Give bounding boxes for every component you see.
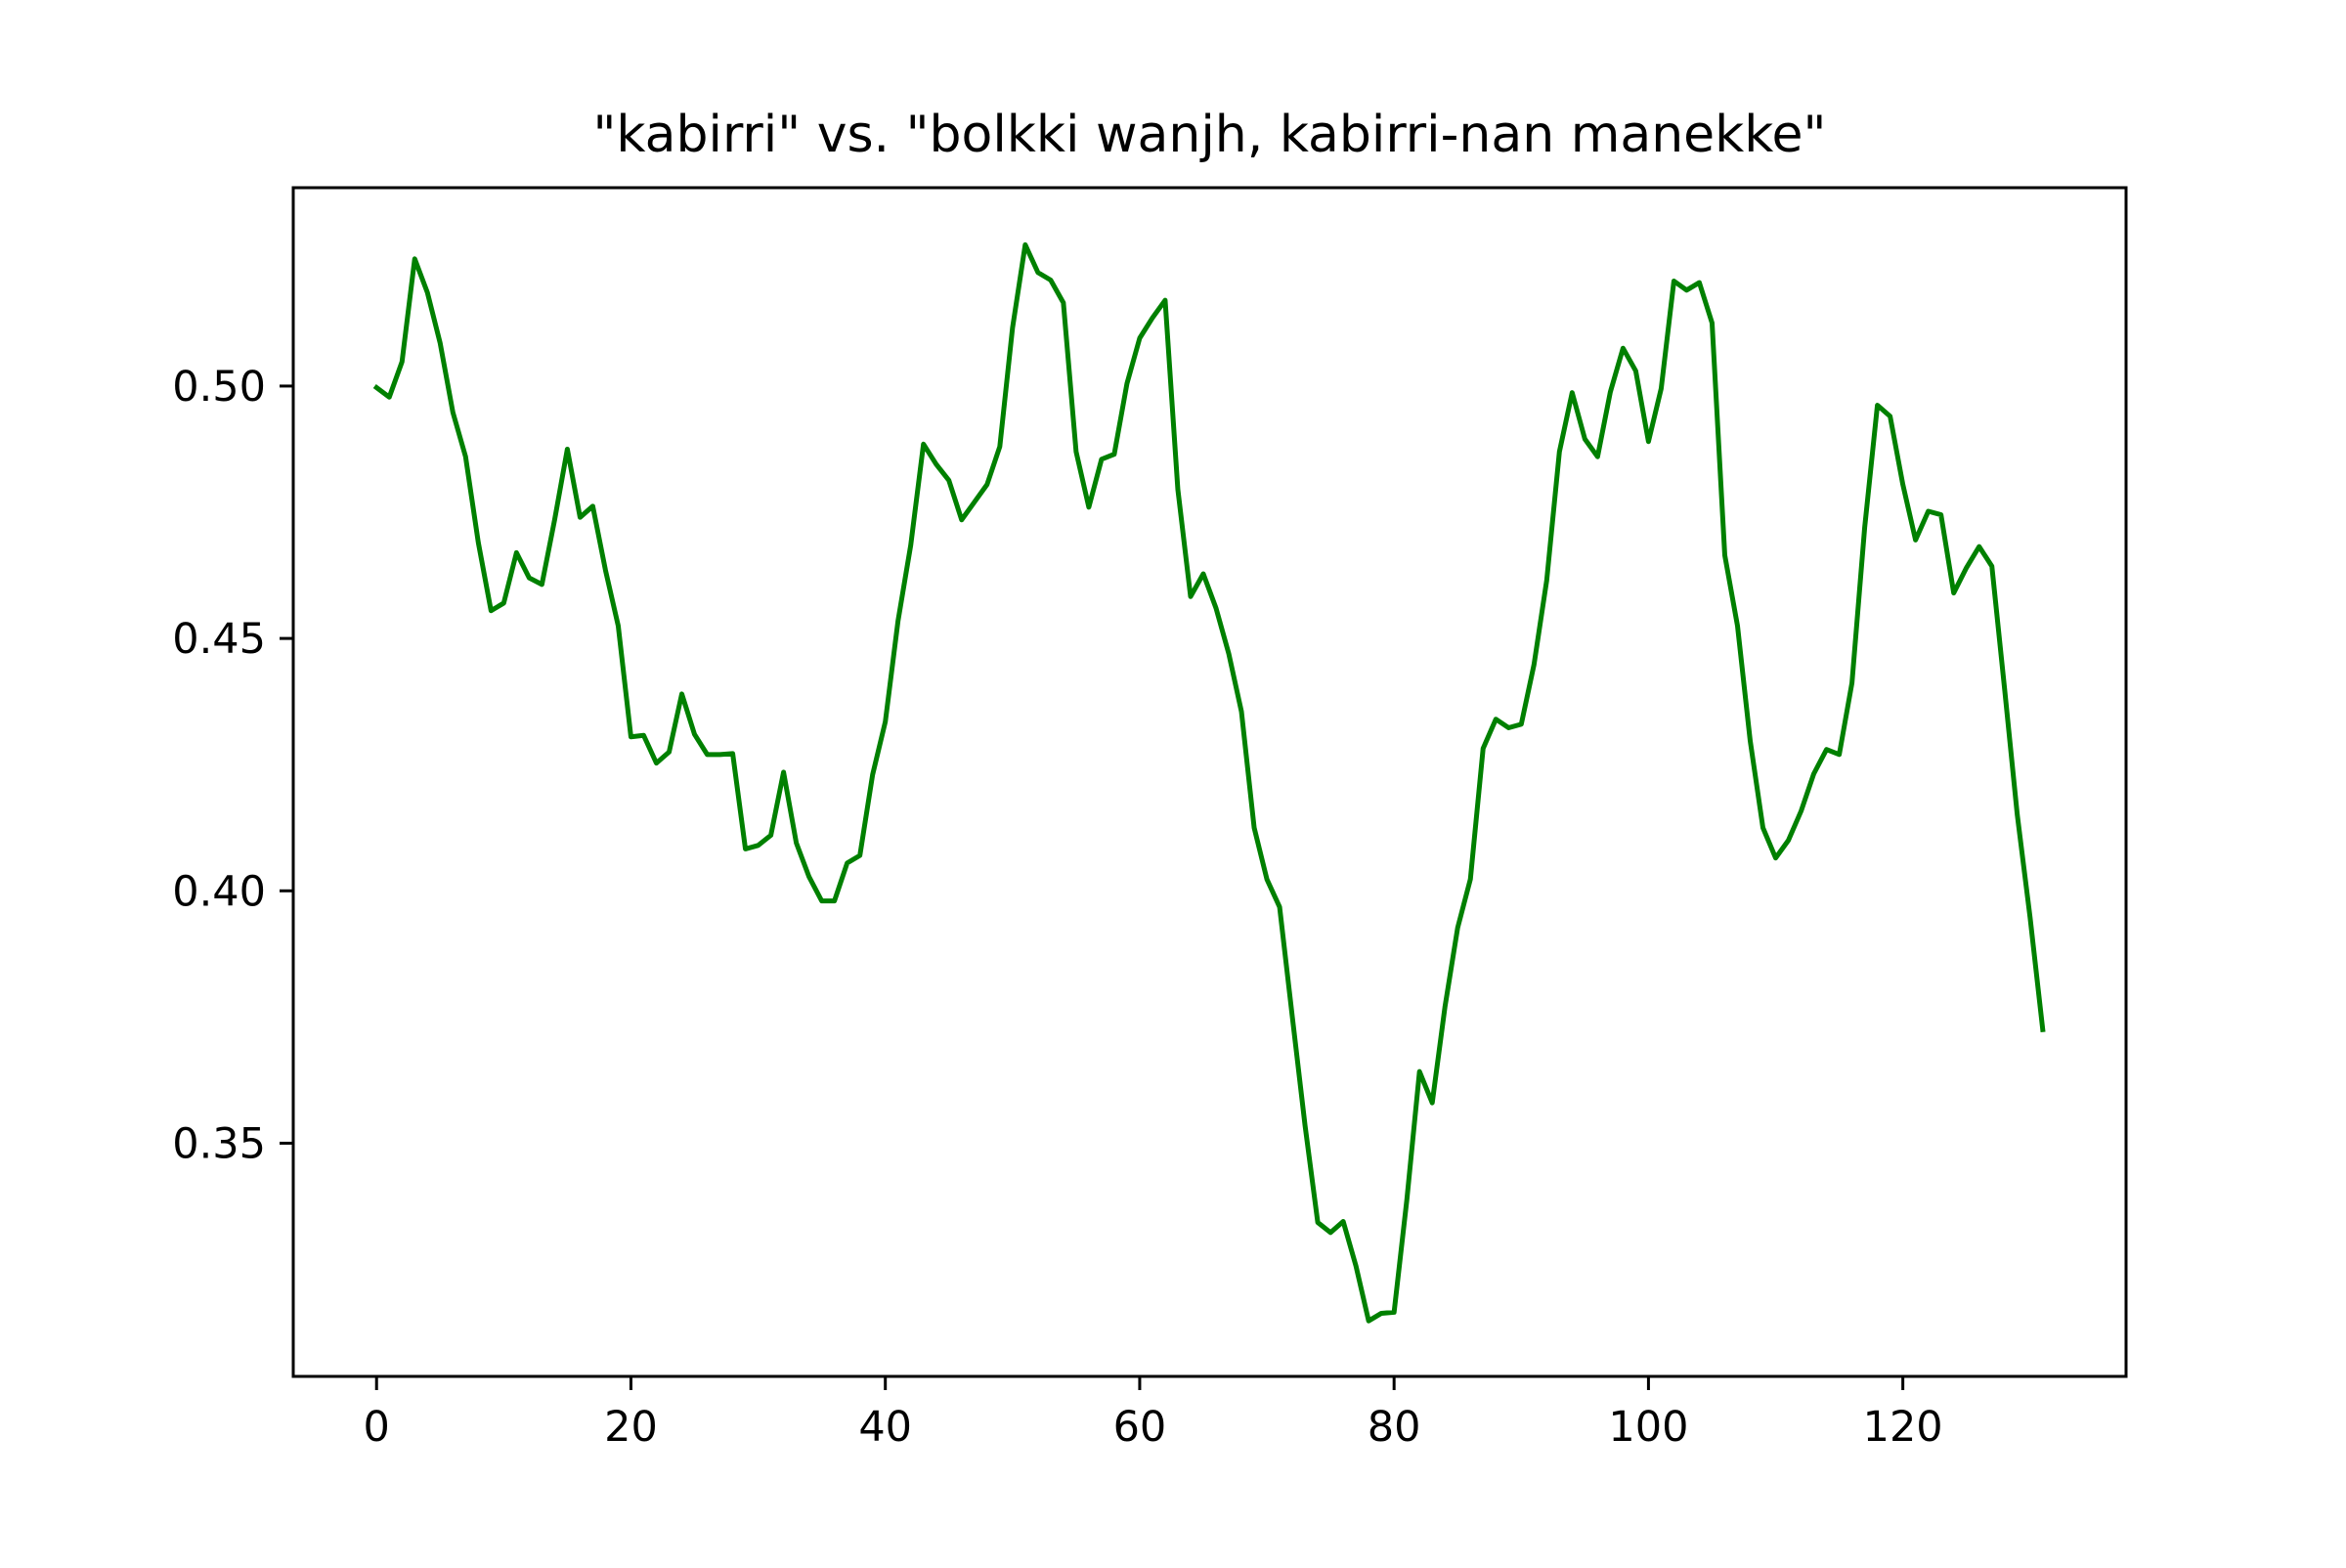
y-tick-label: 0.35: [172, 1119, 266, 1168]
series-line-0: [372, 241, 2046, 1324]
y-axis: 0.35 0.40 0.45 0.50: [172, 363, 293, 1168]
y-tick-label: 0.45: [172, 615, 266, 664]
y-tick-label: 0.50: [172, 363, 266, 412]
y-tick-label: 0.40: [172, 867, 266, 916]
chart-title: "kabirri" vs. "bolkki wanjh, kabirri-nan…: [593, 106, 1827, 164]
x-tick-label: 100: [1608, 1403, 1688, 1452]
x-tick-label: 20: [604, 1403, 658, 1452]
series-layer: [372, 241, 2046, 1324]
x-tick-label: 0: [364, 1403, 390, 1452]
plot-frame: [291, 186, 2128, 1378]
x-tick-label: 40: [858, 1403, 912, 1452]
x-tick-label: 120: [1863, 1403, 1943, 1452]
x-tick-label: 60: [1113, 1403, 1167, 1452]
x-axis: 0 20 40 60 80 100 120: [364, 1376, 1943, 1452]
x-tick-label: 80: [1368, 1403, 1421, 1452]
